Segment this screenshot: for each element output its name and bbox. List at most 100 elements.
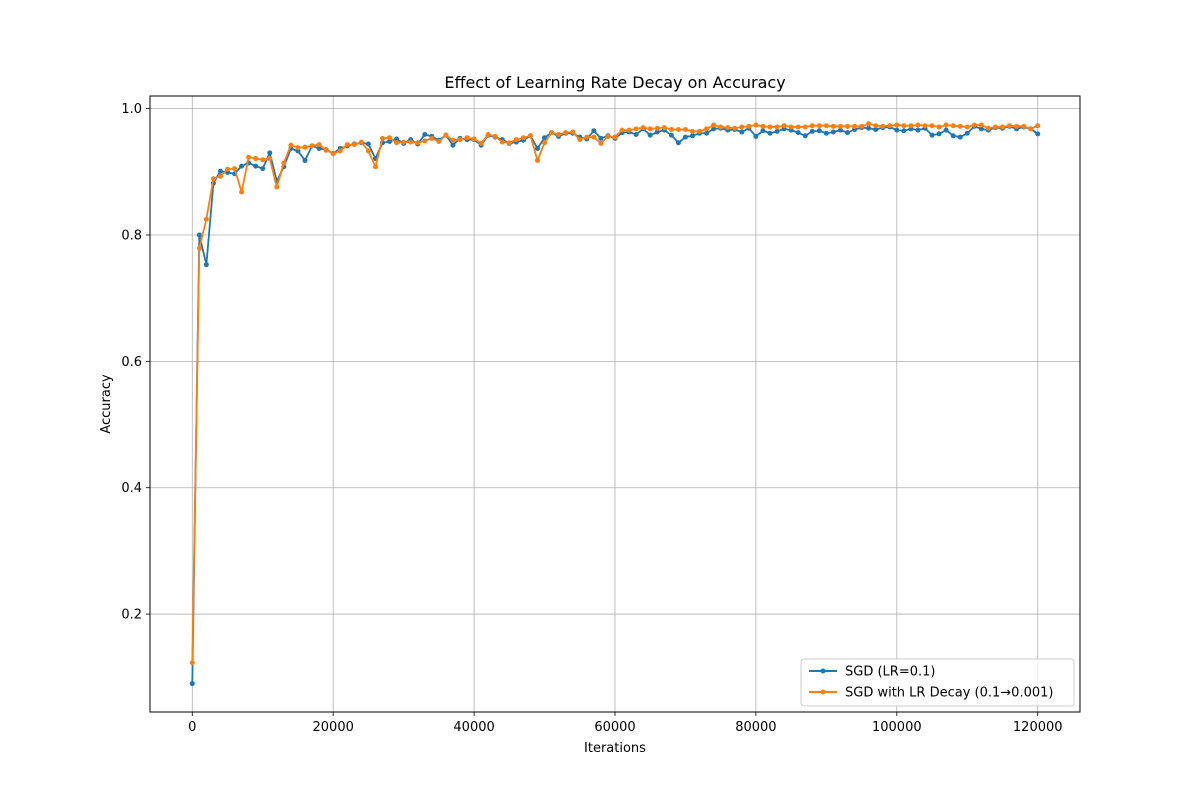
data-point-sgd [365, 141, 371, 147]
data-point-sgd [591, 128, 597, 134]
data-point-sgd-lr-decay [661, 125, 667, 131]
data-point-sgd-lr-decay [471, 136, 477, 142]
data-point-sgd-lr-decay [619, 127, 625, 133]
data-point-sgd [253, 163, 259, 169]
data-point-sgd-lr-decay [436, 138, 442, 144]
data-point-sgd-lr-decay [668, 126, 674, 132]
data-point-sgd-lr-decay [506, 140, 512, 146]
data-point-sgd [203, 262, 209, 268]
data-point-sgd [936, 131, 942, 137]
data-point-sgd [690, 133, 695, 139]
data-point-sgd-lr-decay [365, 148, 371, 154]
x-axis-ticks: 0 20000 40000 60000 80000 100000 120000 [188, 712, 1063, 735]
data-point-sgd [837, 127, 843, 133]
data-point-sgd-lr-decay [612, 134, 618, 140]
data-point-sgd [767, 130, 773, 136]
data-point-sgd-lr-decay [542, 140, 548, 146]
data-point-sgd-lr-decay [816, 123, 822, 129]
data-point-sgd-lr-decay [253, 156, 259, 162]
data-point-sgd-lr-decay [837, 123, 843, 129]
legend-box [800, 658, 1075, 707]
data-point-sgd-lr-decay [217, 173, 223, 179]
data-point-sgd-lr-decay [725, 125, 731, 131]
y-tick-label: 0.6 [121, 355, 142, 370]
data-point-sgd-lr-decay [915, 122, 921, 128]
data-point-sgd [957, 134, 963, 140]
data-point-sgd-lr-decay [513, 137, 519, 143]
data-point-sgd [535, 145, 540, 151]
y-tick-label: 1.0 [121, 102, 142, 117]
data-point-sgd-lr-decay [260, 157, 266, 163]
data-point-sgd-lr-decay [535, 157, 540, 163]
data-point-sgd [387, 138, 393, 144]
data-point-sgd-lr-decay [682, 126, 688, 132]
data-point-sgd [915, 127, 921, 133]
data-point-sgd-lr-decay [633, 126, 639, 132]
y-axis-ticks: 0.2 0.4 0.6 0.8 1.0 [121, 102, 150, 623]
data-point-sgd-lr-decay [964, 124, 970, 130]
data-point-sgd-lr-decay [950, 123, 956, 129]
data-point-sgd [753, 133, 759, 139]
data-point-sgd [901, 128, 907, 134]
x-tick-label: 120000 [1013, 720, 1063, 735]
data-point-sgd-lr-decay [499, 139, 505, 145]
data-point-sgd-lr-decay [485, 132, 491, 138]
data-point-sgd-lr-decay [718, 124, 724, 130]
data-point-sgd-lr-decay [1014, 123, 1020, 129]
data-point-sgd-lr-decay [859, 123, 865, 129]
data-point-sgd-lr-decay [351, 142, 357, 148]
data-point-sgd-lr-decay [971, 122, 977, 128]
data-point-sgd-lr-decay [372, 164, 378, 170]
data-point-sgd-lr-decay [788, 124, 794, 130]
grid-lines [150, 96, 1080, 712]
data-point-sgd-lr-decay [957, 123, 963, 129]
data-point-sgd [704, 130, 710, 136]
data-point-sgd-lr-decay [654, 125, 660, 131]
data-point-sgd-lr-decay [922, 123, 928, 129]
x-tick-label: 20000 [313, 720, 354, 735]
data-point-sgd-lr-decay [584, 134, 590, 140]
data-point-sgd-lr-decay [337, 148, 343, 154]
data-point-sgd-lr-decay [520, 135, 526, 141]
data-point-sgd-lr-decay [527, 133, 533, 139]
data-point-sgd-lr-decay [570, 129, 576, 135]
data-point-sgd [978, 126, 984, 132]
x-tick-label: 40000 [453, 720, 494, 735]
data-point-sgd-lr-decay [598, 140, 604, 146]
data-point-sgd-lr-decay [450, 137, 456, 143]
data-point-sgd [760, 128, 766, 134]
data-point-sgd-lr-decay [189, 660, 195, 666]
data-point-sgd [668, 132, 674, 138]
data-point-sgd-lr-decay [344, 142, 350, 148]
data-point-sgd [866, 125, 872, 131]
data-point-sgd [711, 126, 717, 132]
data-point-sgd [739, 129, 745, 135]
legend-label-sgd: SGD (LR=0.1) [845, 665, 935, 680]
y-axis-label: Accuracy [99, 374, 114, 434]
data-point-sgd-lr-decay [823, 123, 829, 129]
data-point-sgd-lr-decay [1035, 123, 1041, 129]
data-point-sgd-lr-decay [675, 126, 681, 132]
data-point-sgd-lr-decay [577, 137, 583, 143]
data-point-sgd-lr-decay [1021, 123, 1027, 129]
data-point-sgd-lr-decay [394, 140, 400, 146]
data-point-sgd-lr-decay [563, 130, 569, 136]
data-point-sgd [823, 130, 829, 136]
data-point-sgd [894, 127, 900, 133]
data-point-sgd-lr-decay [781, 123, 787, 129]
data-point-sgd [795, 130, 801, 136]
data-point-sgd-lr-decay [873, 123, 879, 129]
data-point-sgd-lr-decay [852, 123, 858, 129]
data-point-sgd-lr-decay [978, 122, 984, 128]
data-point-sgd-lr-decay [422, 138, 428, 144]
data-point-sgd-lr-decay [556, 132, 562, 138]
x-tick-label: 100000 [872, 720, 922, 735]
data-point-sgd [654, 129, 660, 135]
data-point-sgd-lr-decay [267, 156, 273, 162]
data-point-sgd [675, 140, 681, 146]
legend-marker-sgd [820, 668, 826, 674]
data-point-sgd-lr-decay [809, 123, 815, 129]
data-point-sgd-lr-decay [753, 122, 759, 128]
data-point-sgd-lr-decay [478, 140, 484, 146]
